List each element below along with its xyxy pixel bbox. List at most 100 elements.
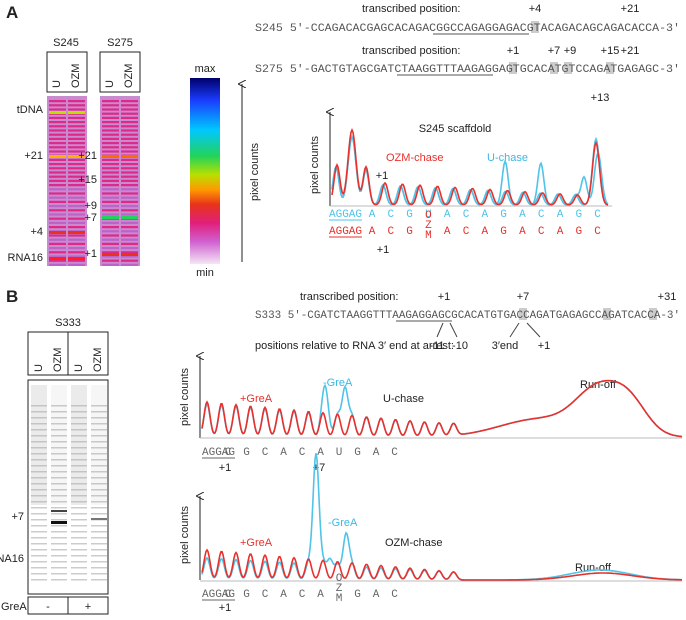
gel-band (49, 155, 66, 158)
gel-band (68, 257, 85, 260)
row-label: +1 (219, 602, 232, 614)
gel-band (102, 179, 119, 182)
gel-band (49, 238, 66, 241)
position: +15 (601, 45, 620, 57)
gel-band (68, 234, 85, 237)
gel-band (102, 230, 119, 233)
gel-band (31, 549, 47, 551)
gel-band (51, 483, 67, 485)
gel-band (31, 411, 47, 413)
sequence-row: AGGAGC G C A C A OZM G A C (202, 573, 398, 603)
sequence-token: C (225, 447, 232, 459)
gel-band (71, 411, 87, 413)
series-label: -GreA (323, 377, 353, 389)
sequence-token: G (243, 589, 250, 601)
relative-position: -11 (429, 340, 444, 352)
sequence-token: C (299, 447, 306, 459)
gel-band (49, 171, 66, 174)
gel-band (49, 217, 66, 220)
sequence-token: A (317, 589, 324, 601)
gel-band (31, 453, 47, 455)
gel-band (121, 108, 138, 111)
gel-band (49, 184, 66, 187)
gel-band (121, 216, 138, 219)
gel-band (91, 555, 107, 557)
gel-band (68, 146, 85, 149)
series-label: +GreA (240, 537, 273, 549)
gel-band (49, 108, 66, 111)
gel-marker: +15 (78, 174, 97, 186)
gel-band (51, 573, 67, 575)
gel-band (91, 518, 107, 520)
gel-band (91, 471, 107, 473)
gel-marker: RNA16 (8, 252, 43, 264)
gel-smear (31, 385, 47, 505)
gel-marker: +7 (84, 212, 97, 224)
panel-label: A (6, 3, 18, 22)
gel-band (121, 251, 138, 254)
gel-band (121, 230, 138, 233)
gel-band (68, 226, 85, 229)
gel-band (91, 537, 107, 539)
gel-band (71, 507, 87, 509)
gel-band (51, 543, 67, 545)
gel-band (91, 435, 107, 437)
gel-band (68, 179, 85, 182)
gel-band (121, 125, 138, 128)
trace-line (201, 548, 682, 581)
gel-band (121, 146, 138, 149)
gel-band (31, 567, 47, 569)
sequence-token: OZM (333, 573, 345, 603)
gel-title: S333 (55, 317, 81, 329)
sequence-token: AGGAG (202, 447, 235, 459)
lane-label: U (33, 364, 45, 372)
gel-band (91, 525, 107, 527)
gel-band (31, 471, 47, 473)
gel-band (31, 441, 47, 443)
gel-band (31, 423, 47, 425)
gel-band (91, 579, 107, 581)
lane-label: U (104, 80, 116, 88)
gel-band (102, 251, 119, 254)
gel-band (91, 495, 107, 497)
gel-image (100, 96, 140, 266)
position: +31 (658, 291, 677, 303)
relative-heading: positions relative to RNA 3′ end at arre… (255, 340, 454, 352)
gel-marker: RNA16 (0, 553, 24, 565)
gel-band (121, 155, 138, 158)
y-label: pixel counts (179, 505, 191, 564)
gel-band (49, 188, 66, 191)
gel-band (51, 510, 67, 512)
gel-band (91, 459, 107, 461)
trace-line (331, 127, 609, 206)
gel-band (49, 234, 66, 237)
gel-band (68, 200, 85, 203)
gel-band (68, 163, 85, 166)
gel-band (68, 100, 85, 103)
sequence-token: C (262, 447, 269, 459)
gel-band (49, 137, 66, 140)
series-label: OZM-chase (386, 152, 443, 164)
gel-band (121, 242, 138, 245)
gel-band (68, 111, 85, 114)
gel-band (102, 142, 119, 145)
gel-band (102, 196, 119, 199)
gel-band (51, 447, 67, 449)
scale-min: min (196, 267, 214, 279)
gel-band (49, 263, 66, 266)
gel-band (31, 417, 47, 419)
sequence-token: A (444, 226, 451, 238)
gel-band (49, 179, 66, 182)
gel-band (68, 108, 85, 111)
gel-band (31, 435, 47, 437)
gel-band (51, 495, 67, 497)
gel-band (121, 171, 138, 174)
gel-band (51, 519, 67, 521)
sequence-token: AGGAG (329, 209, 362, 221)
gel-band (121, 104, 138, 107)
gel-band (31, 525, 47, 527)
position: +9 (564, 45, 577, 57)
sequence-token: G (406, 226, 413, 238)
gel-band (68, 133, 85, 136)
gel-band (91, 441, 107, 443)
